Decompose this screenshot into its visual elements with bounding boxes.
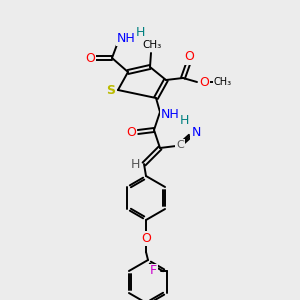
Text: O: O: [199, 76, 209, 88]
Text: H: H: [130, 158, 140, 172]
Text: H: H: [179, 113, 189, 127]
Text: S: S: [106, 83, 116, 97]
Text: C: C: [176, 140, 184, 150]
Text: F: F: [149, 265, 157, 278]
Text: NH: NH: [160, 107, 179, 121]
Text: N: N: [191, 127, 201, 140]
Text: NH: NH: [117, 32, 135, 44]
Text: O: O: [85, 52, 95, 64]
Text: O: O: [126, 125, 136, 139]
Text: H: H: [135, 26, 145, 38]
Text: O: O: [141, 232, 151, 244]
Text: CH₃: CH₃: [214, 77, 232, 87]
Text: O: O: [184, 50, 194, 64]
Text: CH₃: CH₃: [142, 40, 162, 50]
